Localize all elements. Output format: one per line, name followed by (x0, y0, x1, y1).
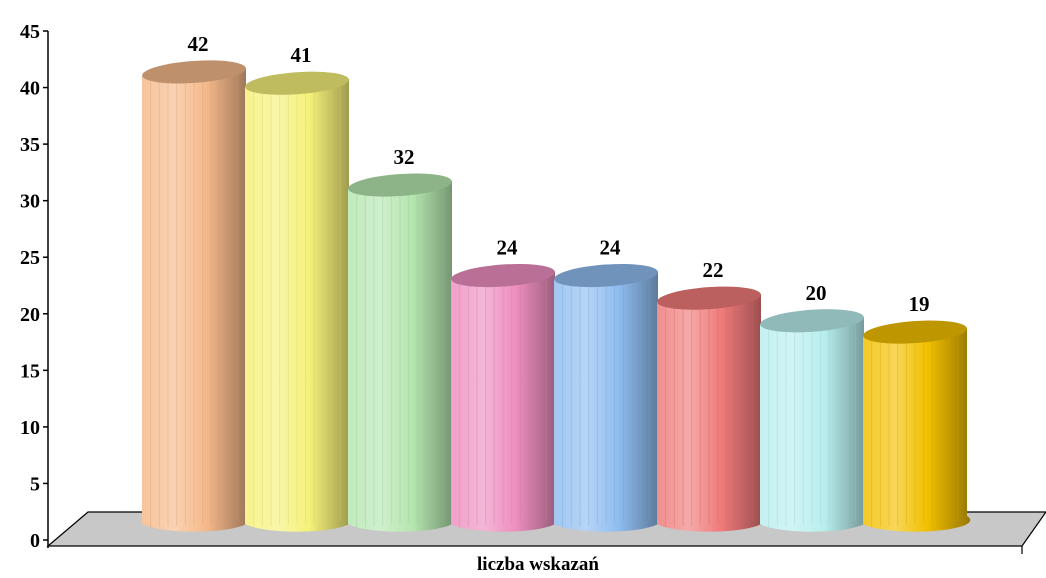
y-tick-label: 0 (30, 530, 40, 552)
cylinder-body (863, 328, 971, 532)
data-label-6: 22 (703, 258, 724, 282)
y-tick-label: 40 (20, 78, 40, 100)
cylinder-top (245, 71, 349, 95)
cylinder-facets (562, 274, 650, 528)
data-label-2: 41 (291, 43, 312, 67)
cylinder-top (142, 60, 246, 84)
cylinder-top (348, 173, 452, 197)
cylinder-bar-8 (863, 320, 971, 532)
y-tick-label: 5 (30, 473, 40, 495)
bars-group (142, 60, 971, 532)
data-label-7: 20 (806, 281, 827, 305)
cylinder-facets (768, 319, 856, 528)
data-label-3: 32 (394, 145, 415, 169)
cylinder-facets (665, 296, 753, 528)
cylinder-top (554, 263, 658, 288)
cylinder-top (657, 286, 761, 310)
cylinder-bar-3 (348, 173, 456, 532)
data-labels-group: 42 41 32 24 24 22 20 19 (188, 32, 930, 316)
cylinder-body (657, 294, 765, 532)
y-tick-label: 35 (20, 134, 40, 156)
cylinder-facets (459, 274, 547, 528)
cylinder-body (348, 181, 456, 532)
data-label-1: 42 (188, 32, 209, 56)
cylinder-top (760, 309, 864, 333)
cylinder-facets (871, 330, 959, 528)
cylinder-body (245, 79, 353, 532)
cylinder-bar-1 (142, 60, 250, 532)
cylinder-bar-2 (245, 71, 353, 532)
y-tick-label: 20 (20, 304, 40, 326)
data-label-4: 24 (497, 236, 519, 260)
y-tick-label: 10 (20, 417, 40, 439)
cylinder-top (863, 320, 967, 344)
cylinder-body (760, 316, 868, 532)
cylinder-body (554, 271, 662, 532)
y-tick-label: 25 (20, 247, 40, 269)
cylinder-top (451, 263, 555, 288)
cylinder-bar-4 (451, 263, 559, 532)
cylinder-facets (356, 183, 444, 528)
cylinder-bar-5 (554, 263, 662, 532)
cylinder-facets (150, 70, 238, 528)
cylinder-bar-6 (657, 286, 765, 532)
cylinder-bar-7 (760, 309, 868, 532)
y-tick-label: 30 (20, 191, 40, 213)
data-label-8: 19 (909, 292, 930, 316)
x-axis-title: liczba wskazań (477, 554, 599, 575)
y-axis: 0 5 10 15 20 25 30 35 40 45 (20, 21, 49, 552)
y-tick-label: 45 (20, 21, 40, 43)
cylinder-body (451, 271, 559, 532)
data-label-5: 24 (600, 236, 622, 260)
y-tick-label: 15 (20, 360, 40, 382)
cylinder-facets (253, 81, 341, 528)
cylinder-body (142, 67, 250, 532)
